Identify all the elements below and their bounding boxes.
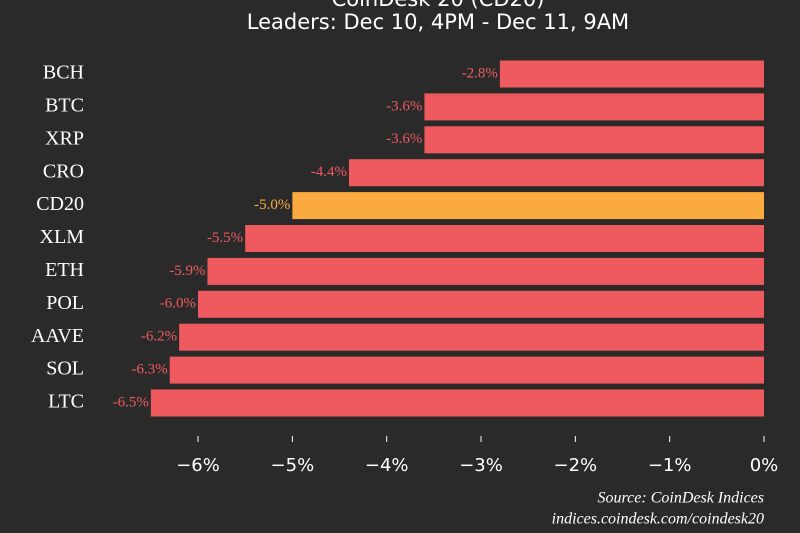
bar — [292, 192, 764, 220]
x-tick-label: −3% — [459, 455, 503, 476]
value-label: -5.5% — [207, 230, 243, 246]
value-label: -3.6% — [386, 131, 422, 147]
y-tick-label: BTC — [45, 94, 84, 116]
value-label: -5.0% — [254, 197, 290, 213]
chart-subtitle: Leaders: Dec 10, 4PM - Dec 11, 9AM — [247, 10, 629, 34]
value-label: -3.6% — [386, 98, 422, 114]
y-tick-label: CRO — [43, 160, 84, 182]
y-tick-label: ETH — [45, 259, 84, 281]
bar — [207, 257, 764, 285]
bar — [198, 290, 764, 318]
y-tick-label: CD20 — [36, 193, 84, 215]
value-label: -5.9% — [169, 263, 205, 279]
x-tick-label: −1% — [648, 455, 692, 476]
value-label: -2.8% — [462, 65, 498, 81]
x-tick-label: −2% — [554, 455, 598, 476]
y-tick-label: POL — [46, 292, 84, 314]
source-url: indices.coindesk.com/coindesk20 — [552, 511, 764, 528]
bar — [348, 159, 764, 187]
value-label: -6.3% — [131, 362, 167, 378]
y-tick-label: BCH — [43, 62, 84, 84]
bar — [245, 225, 764, 252]
y-tick-label: XLM — [40, 226, 85, 248]
value-label: -6.5% — [113, 394, 149, 410]
y-tick-label: AAVE — [31, 325, 84, 347]
bar — [150, 389, 765, 417]
x-tick-label: 0% — [750, 455, 779, 476]
y-tick-label: SOL — [46, 358, 84, 380]
y-tick-label: XRP — [45, 127, 84, 149]
source: Source: CoinDesk Indices — [598, 490, 764, 507]
value-label: -6.0% — [160, 296, 196, 312]
bar — [169, 356, 765, 384]
chart-title: CoinDesk 20 (CD20) — [332, 0, 545, 11]
x-tick-label: −5% — [271, 455, 315, 476]
y-tick-label: LTC — [48, 391, 84, 413]
x-tick-label: −6% — [176, 455, 220, 476]
x-tick-label: −4% — [365, 455, 409, 476]
value-label: -4.4% — [311, 164, 347, 180]
bar — [499, 60, 764, 88]
value-label: -6.2% — [141, 329, 177, 345]
bar — [424, 126, 764, 154]
bar — [424, 93, 764, 121]
bar — [179, 323, 764, 351]
